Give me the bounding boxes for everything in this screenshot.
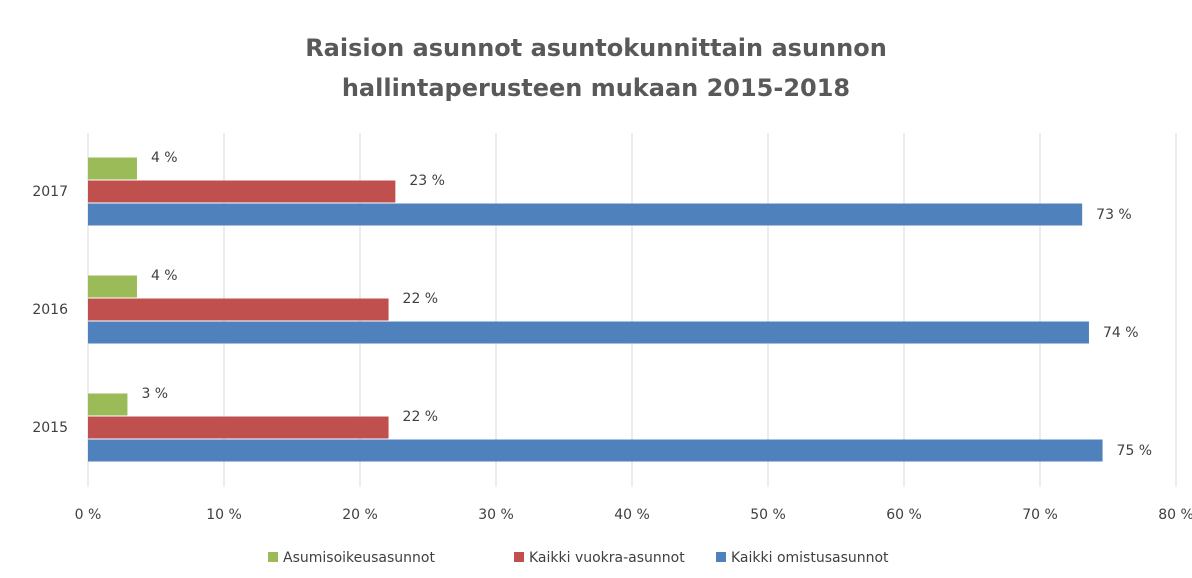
x-tick-label: 10 % bbox=[206, 507, 242, 523]
y-tick-label: 2017 bbox=[32, 184, 68, 200]
bar bbox=[88, 275, 137, 298]
y-tick-label: 2016 bbox=[32, 302, 68, 318]
data-label: 22 % bbox=[403, 291, 439, 307]
bar bbox=[88, 393, 128, 416]
legend-swatch bbox=[716, 552, 726, 562]
x-tick-label: 50 % bbox=[750, 507, 786, 523]
legend-label: Asumisoikeusasunnot bbox=[283, 550, 435, 566]
bar bbox=[88, 416, 389, 439]
data-label: 23 % bbox=[409, 173, 445, 189]
x-tick-label: 80 % bbox=[1158, 507, 1192, 523]
bar bbox=[88, 298, 389, 321]
legend-swatch bbox=[268, 552, 278, 562]
legend-label: Kaikki vuokra-asunnot bbox=[529, 550, 685, 566]
legend-swatch bbox=[514, 552, 524, 562]
data-label: 4 % bbox=[151, 268, 178, 284]
bar bbox=[88, 321, 1089, 344]
legend-label: Kaikki omistusasunnot bbox=[731, 550, 889, 566]
bar bbox=[88, 203, 1083, 226]
x-tick-label: 60 % bbox=[886, 507, 922, 523]
chart-title: Raision asunnot asuntokunnittain asunnon… bbox=[305, 34, 887, 102]
bar bbox=[88, 439, 1103, 462]
data-label: 22 % bbox=[403, 409, 439, 425]
x-tick-label: 20 % bbox=[342, 507, 378, 523]
x-tick-label: 0 % bbox=[75, 507, 102, 523]
data-label: 3 % bbox=[141, 386, 168, 402]
x-tick-label: 30 % bbox=[478, 507, 514, 523]
data-label: 74 % bbox=[1103, 325, 1139, 341]
bar bbox=[88, 180, 396, 203]
x-tick-label: 40 % bbox=[614, 507, 650, 523]
x-tick-label: 70 % bbox=[1022, 507, 1058, 523]
y-tick-label: 2015 bbox=[32, 420, 68, 436]
data-label: 73 % bbox=[1096, 207, 1132, 223]
bar bbox=[88, 157, 137, 180]
data-label: 75 % bbox=[1117, 443, 1153, 459]
data-label: 4 % bbox=[151, 150, 178, 166]
